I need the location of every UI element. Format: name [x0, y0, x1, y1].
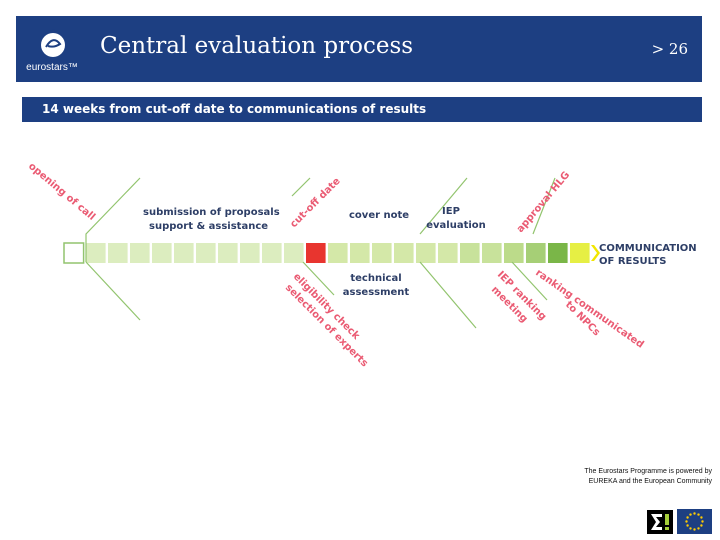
star-icon — [697, 527, 700, 530]
eu-flag-icon — [685, 512, 704, 531]
timeline-cell — [460, 243, 480, 263]
star-icon — [685, 520, 688, 523]
timeline-cell — [218, 243, 238, 263]
timeline-cell — [526, 243, 546, 263]
timeline-cell — [240, 243, 260, 263]
star-icon — [700, 516, 703, 519]
opening-of-call-label: opening of call — [26, 161, 97, 223]
eurostars-logo: eurostars™ — [16, 16, 88, 82]
slide-number: > 26 — [651, 40, 688, 58]
timeline-cell — [570, 243, 590, 263]
star-icon — [701, 520, 704, 523]
powered-by-text: The Eurostars Programme is powered by EU… — [512, 467, 712, 487]
header-bar: eurostars™ Central evaluation process > … — [16, 16, 702, 82]
star-icon — [689, 527, 692, 530]
timeline-cells — [63, 242, 590, 264]
eurostars-logo-icon — [41, 29, 65, 57]
timeline-cell — [196, 243, 216, 263]
timeline-cell — [262, 243, 282, 263]
timeline-cell — [108, 243, 128, 263]
sigma-exclamation-icon — [651, 514, 669, 530]
star-icon — [697, 513, 700, 516]
timeline-cell — [306, 243, 326, 263]
technical-assessment-label-line1: technical — [350, 273, 401, 284]
eu-flag — [677, 509, 712, 534]
timeline-cell — [63, 242, 85, 264]
timeline-cell — [416, 243, 436, 263]
timeline-cell — [174, 243, 194, 263]
leader-lines — [85, 177, 556, 329]
page-title: Central evaluation process — [100, 33, 414, 59]
cut-off-date-label: cut-off date — [288, 176, 343, 231]
eureka-logo — [647, 510, 673, 534]
submission-label-line2: support & assistance — [149, 221, 268, 232]
logo-text: eurostars™ — [26, 62, 78, 73]
star-icon — [686, 516, 689, 519]
star-icon — [700, 524, 703, 527]
star-icon — [693, 512, 696, 515]
timeline-cell — [438, 243, 458, 263]
communication-label-line1: COMMUNICATION — [599, 243, 697, 254]
powered-by-line1: The Eurostars Programme is powered by — [584, 468, 712, 475]
communication-label-line2: OF RESULTS — [599, 256, 666, 267]
iep-evaluation-label-line2: evaluation — [426, 220, 486, 231]
cover-note-label: cover note — [349, 210, 409, 221]
timeline-cell — [504, 243, 524, 263]
banner-text: 14 weeks from cut-off date to communicat… — [42, 102, 427, 116]
timeline-cell — [350, 243, 370, 263]
timeline-cell — [86, 243, 106, 263]
technical-assessment-label-line2: assessment — [343, 287, 410, 298]
star-icon — [686, 524, 689, 527]
timeline-cell — [548, 243, 568, 263]
powered-by-line2: EUREKA and the European Community — [588, 478, 712, 485]
timeline-cell — [394, 243, 414, 263]
timeline-cell — [482, 243, 502, 263]
timeline-cell — [284, 243, 304, 263]
star-icon — [689, 513, 692, 516]
timeline-cell — [328, 243, 348, 263]
star-icon — [693, 528, 696, 531]
ranking-communicated-label: ranking communicated — [533, 267, 645, 350]
iep-evaluation-label-line1: IEP — [442, 206, 460, 217]
timeline-cell — [152, 243, 172, 263]
timeline-cell — [130, 243, 150, 263]
submission-label-line1: submission of proposals — [143, 207, 280, 218]
timeline-cell — [372, 243, 392, 263]
approval-hlg-label: approval HLG — [515, 170, 572, 235]
arrow-icon — [591, 245, 600, 261]
subtitle-banner: 14 weeks from cut-off date to communicat… — [22, 97, 702, 122]
